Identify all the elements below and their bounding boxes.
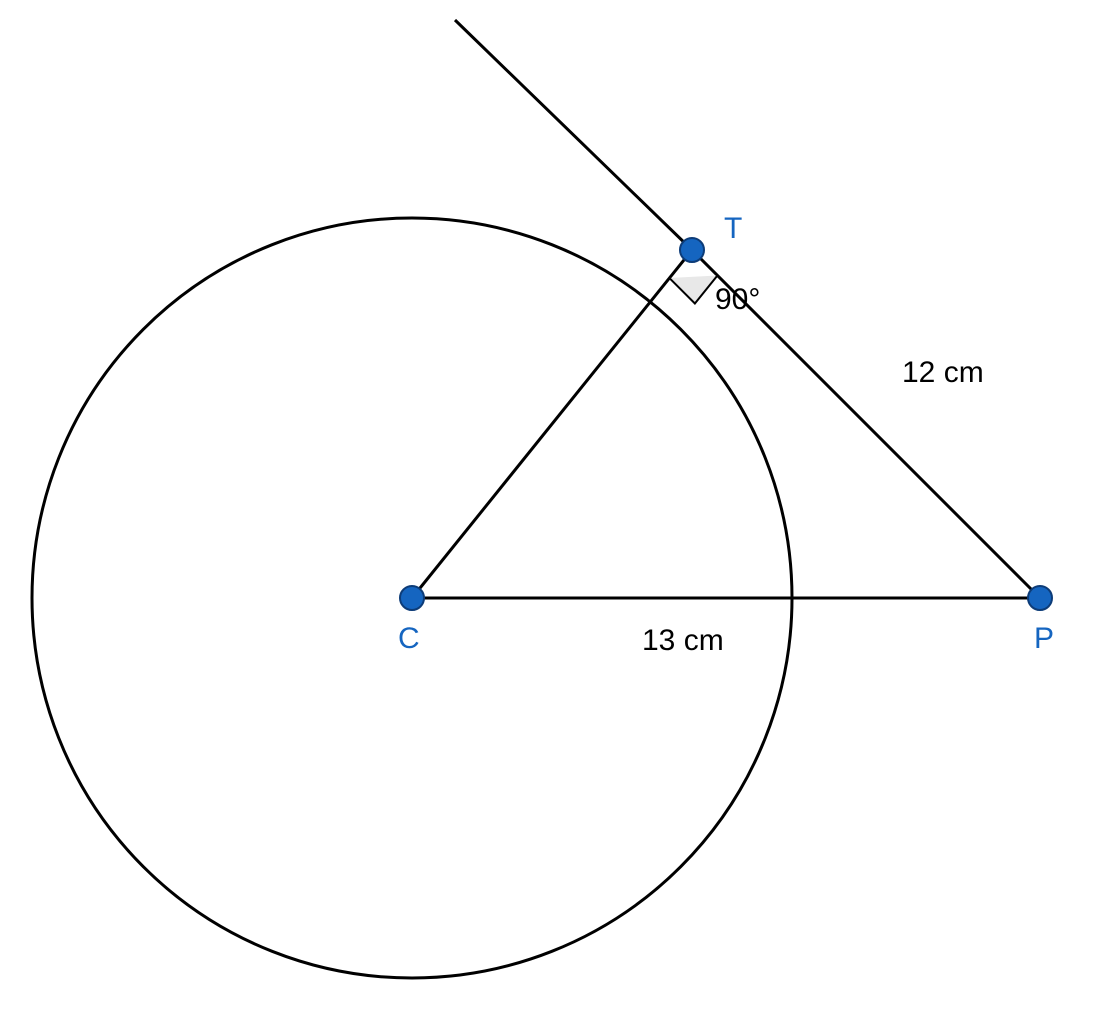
- point-T: [680, 238, 704, 262]
- point-P: [1028, 586, 1052, 610]
- point-C-group: C: [398, 586, 424, 655]
- point-P-group: P: [1028, 586, 1054, 655]
- angle-label: 90°: [715, 283, 760, 316]
- line-CT: [412, 250, 692, 598]
- measure-CP: 13 cm: [642, 624, 724, 657]
- right-angle-marker: [669, 275, 717, 303]
- label-P: P: [1034, 622, 1054, 655]
- label-C: C: [398, 622, 420, 655]
- measure-TP: 12 cm: [902, 356, 984, 389]
- point-T-group: T: [680, 212, 742, 262]
- geometry-diagram: 90° 12 cm 13 cm C T P: [0, 0, 1108, 1033]
- line-tangent_ext: [455, 20, 692, 250]
- label-T: T: [724, 212, 742, 245]
- point-C: [400, 586, 424, 610]
